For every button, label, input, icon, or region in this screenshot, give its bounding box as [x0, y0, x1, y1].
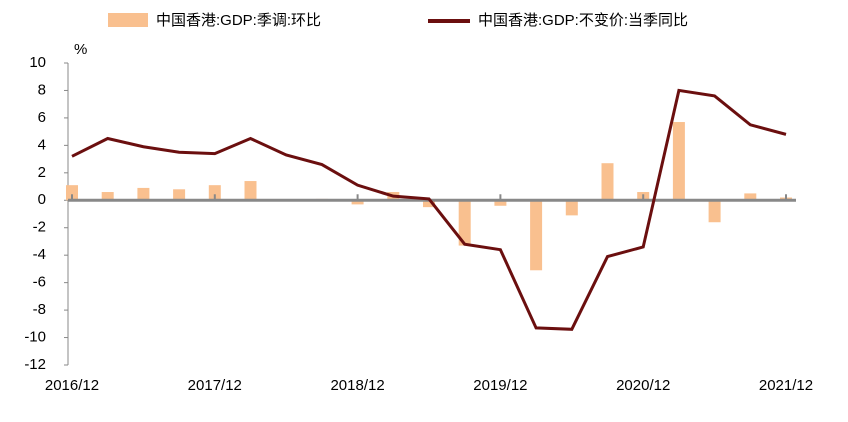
y-tick-label: -4: [33, 246, 46, 263]
bar: [672, 122, 685, 201]
y-tick-label: 6: [38, 109, 46, 126]
y-unit: %: [74, 41, 87, 58]
x-tick-label: 2020/12: [616, 377, 670, 394]
y-tick-label: -10: [24, 329, 46, 346]
bar: [530, 200, 543, 271]
bar: [101, 192, 114, 201]
y-tick-label: 4: [38, 136, 46, 153]
legend-label: 中国香港:GDP:季调:环比: [156, 12, 321, 29]
bar: [208, 185, 221, 201]
bar: [565, 200, 578, 216]
legend-label: 中国香港:GDP:不变价:当季同比: [478, 12, 688, 29]
x-tick-label: 2016/12: [45, 377, 99, 394]
bar: [173, 189, 186, 201]
bar: [494, 200, 507, 206]
y-tick-label: -2: [33, 219, 46, 236]
y-tick-label: 2: [38, 164, 46, 181]
bar: [137, 187, 150, 201]
bar: [423, 200, 435, 208]
bar: [708, 200, 721, 223]
bar: [744, 193, 757, 201]
x-tick-label: 2021/12: [759, 377, 813, 394]
line: [71, 88, 787, 331]
y-tick-label: -12: [24, 356, 46, 373]
bar: [66, 185, 78, 201]
y-tick-label: -8: [33, 301, 46, 318]
y-tick-label: 8: [38, 81, 46, 98]
bar: [351, 200, 364, 205]
x-tick-label: 2018/12: [330, 377, 384, 394]
bar: [458, 200, 471, 246]
y-tick-label: 10: [29, 54, 46, 71]
bar: [244, 181, 257, 201]
y-tick-label: 0: [38, 191, 46, 208]
x-tick-label: 2017/12: [188, 377, 242, 394]
bar: [601, 163, 614, 201]
y-tick-label: -6: [33, 274, 46, 291]
x-tick-label: 2019/12: [473, 377, 527, 394]
legend-swatch: [108, 13, 148, 27]
